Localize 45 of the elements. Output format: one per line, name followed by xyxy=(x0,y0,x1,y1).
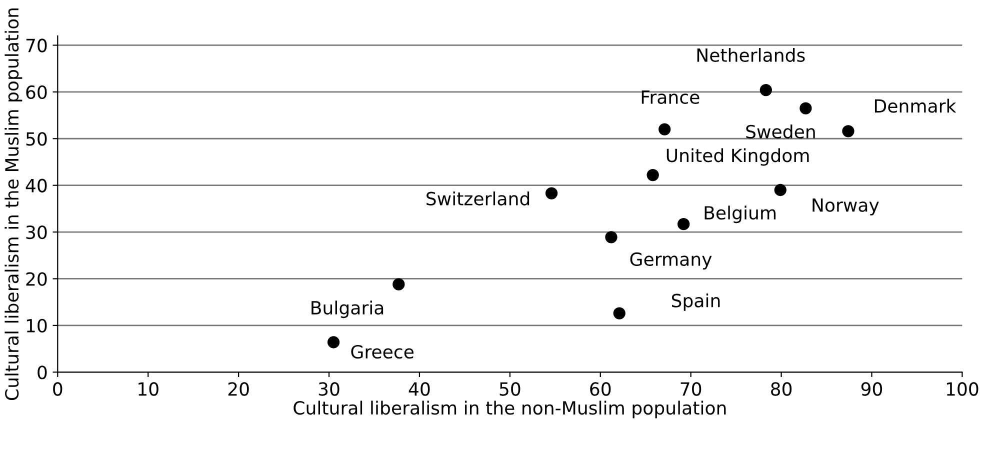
annotation: Greece xyxy=(351,344,414,359)
x-tick-label: 70 xyxy=(680,382,702,396)
y-tick-label: 0 xyxy=(38,366,47,380)
annotation: Switzerland xyxy=(426,191,530,206)
point xyxy=(800,102,812,114)
y-tick-label: 20 xyxy=(26,272,47,286)
annotation: Bulgaria xyxy=(312,300,384,318)
y-tick-label: 40 xyxy=(26,178,47,192)
annotation: Netherlands xyxy=(697,48,805,62)
point xyxy=(658,123,671,136)
point xyxy=(760,84,772,96)
annotation: Belgium xyxy=(704,206,776,224)
x-axis-title: Cultural liberalism in the non-Muslim population xyxy=(294,400,726,418)
annotation: Germany xyxy=(630,252,712,270)
point xyxy=(774,184,786,196)
point xyxy=(392,278,405,290)
annotation: Denmark xyxy=(874,98,956,113)
x-tick-label: 10 xyxy=(138,382,158,396)
y-tick-label: 60 xyxy=(26,85,47,100)
x-tick-label: 40 xyxy=(408,382,430,396)
point xyxy=(545,187,558,200)
point xyxy=(646,168,659,182)
point xyxy=(678,218,690,230)
x-tick-label: 30 xyxy=(318,382,340,396)
annotation: United Kingdom xyxy=(666,148,809,166)
point xyxy=(327,336,340,348)
y-axis-title: Cultural liberalism in the Muslim population xyxy=(4,8,22,400)
point xyxy=(605,231,618,244)
x-tick-label: 50 xyxy=(500,382,520,396)
y-tick-label: 70 xyxy=(26,38,47,52)
point xyxy=(613,307,626,320)
x-tick-label: 100 xyxy=(946,382,978,396)
x-tick-label: 80 xyxy=(771,382,792,396)
x-tick-label: 90 xyxy=(861,382,882,396)
annotation: Norway xyxy=(812,198,879,216)
y-tick-label: 50 xyxy=(26,132,47,146)
y-tick-label: 10 xyxy=(26,318,47,333)
x-tick-label: 20 xyxy=(228,382,249,396)
y-tick-label: 30 xyxy=(26,225,47,240)
annotation: France xyxy=(642,90,700,104)
annotation: Spain xyxy=(672,293,720,311)
point xyxy=(842,125,854,138)
x-tick-label: 60 xyxy=(590,382,611,396)
annotation: Sweden xyxy=(746,124,815,139)
x-tick-label: 0 xyxy=(53,382,62,396)
